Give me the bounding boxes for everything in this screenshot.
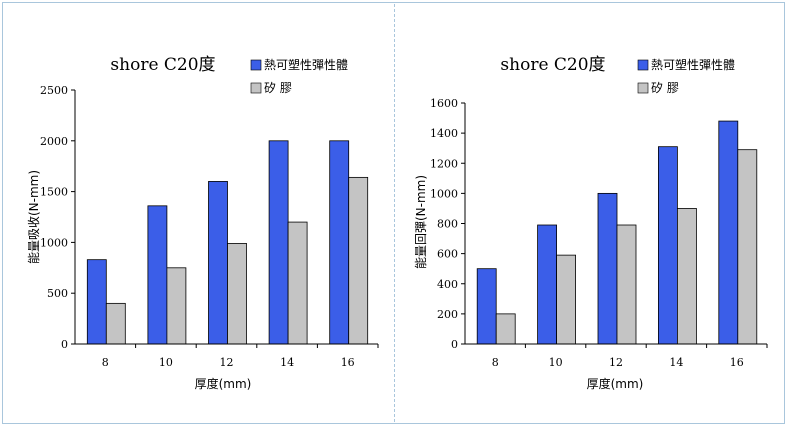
chart-2-bar-tpe-14: [658, 146, 678, 345]
chart-1-x-tick-label: 16: [341, 356, 355, 369]
chart-2-x-tick-label: 8: [492, 356, 499, 369]
chart-2-bar-silicone-12: [616, 224, 637, 345]
chart-2-y-ticks: 0 200 400 600 800 1000 1200 1400 1600: [430, 97, 465, 351]
chart-1-x-tick-label: 8: [102, 356, 109, 369]
chart-2: shore C20度 熱可塑性彈性體 矽 膠 能量回彈(N-mm) 厚度(mm)…: [414, 55, 768, 391]
chart-2-bar-tpe-12: [597, 192, 618, 345]
chart-1-bars: [86, 140, 369, 345]
chart-2-bars: [476, 120, 758, 345]
chart-1-x-axis-label: 厚度(mm): [195, 376, 252, 391]
chart-1-legend-swatch-silicone: [250, 82, 262, 94]
chart-2-y-tick-label: 800: [437, 218, 458, 231]
chart-2-x-tick-label: 14: [669, 356, 683, 369]
chart-1-bar-tpe-12: [208, 181, 228, 345]
chart-2-legend-swatch-tpe: [637, 59, 649, 71]
chart-1-legend-label-silicone: 矽 膠: [264, 80, 292, 95]
chart-2-bar-silicone-8: [495, 313, 516, 345]
chart-2-legend-label-silicone: 矽 膠: [651, 80, 679, 95]
chart-2-title: shore C20度: [500, 55, 605, 75]
chart-2-y-tick-label: 1600: [430, 97, 458, 110]
chart-1-legend-label-tpe: 熱可塑性彈性體: [264, 57, 348, 72]
chart-2-legend-swatch-silicone: [637, 82, 649, 94]
chart-2-x-axis-label: 厚度(mm): [587, 376, 644, 391]
chart-1-y-tick-label: 2500: [40, 84, 68, 97]
chart-1-x-tick-label: 10: [159, 356, 173, 369]
chart-2-bar-silicone-16: [737, 149, 758, 345]
chart-2-y-tick-label: 0: [451, 338, 458, 351]
chart-2-y-axis-label: 能量回彈(N-mm): [414, 175, 428, 269]
chart-2-x-tick-label: 10: [549, 356, 563, 369]
panel-divider: [394, 4, 395, 422]
chart-2-legend-label-tpe: 熱可塑性彈性體: [651, 57, 735, 72]
chart-1-y-tick-label: 1000: [40, 236, 68, 249]
chart-1-bar-tpe-14: [268, 140, 289, 345]
chart-1-bar-silicone-14: [287, 221, 308, 345]
chart-1-bar-silicone-10: [166, 267, 187, 345]
chart-2-bar-silicone-10: [556, 254, 576, 345]
chart-1-title: shore C20度: [110, 55, 215, 75]
chart-1-bar-tpe-16: [329, 140, 350, 345]
chart-1-y-tick-label: 1500: [40, 186, 68, 199]
chart-1-y-tick-label: 2000: [40, 135, 68, 148]
chart-1-x-ticks: 8 10 12 14 16: [102, 344, 379, 369]
chart-1-bar-tpe-8: [86, 259, 107, 345]
figure-frame: [2, 2, 785, 424]
chart-1-y-tick-label: 500: [47, 287, 68, 300]
chart-1-y-ticks: 0 500 1000 1500 2000 2500: [40, 84, 75, 351]
chart-2-y-tick-label: 1400: [430, 127, 458, 140]
chart-1-bar-silicone-12: [227, 243, 247, 345]
chart-2-y-tick-label: 1200: [430, 157, 458, 170]
chart-2-y-tick-label: 1000: [430, 187, 458, 200]
chart-1-legend: 熱可塑性彈性體 矽 膠: [250, 57, 348, 95]
chart-2-bar-tpe-8: [476, 268, 497, 345]
chart-1-legend-swatch-tpe: [250, 59, 262, 71]
chart-1-bar-silicone-16: [348, 176, 369, 345]
chart-1-x-tick-label: 14: [280, 356, 294, 369]
chart-2-y-tick-label: 600: [437, 248, 458, 261]
chart-2-bar-tpe-16: [718, 120, 739, 345]
chart-2-x-ticks: 8 10 12 14 16: [492, 344, 768, 369]
chart-2-x-tick-label: 16: [730, 356, 744, 369]
chart-1-y-tick-label: 0: [61, 338, 68, 351]
chart-2-bar-tpe-10: [537, 224, 557, 345]
chart-2-x-tick-label: 12: [609, 356, 623, 369]
chart-2-bar-silicone-14: [677, 208, 697, 345]
chart-1: shore C20度 熱可塑性彈性體 矽 膠 能量吸收(N-mm) 厚度(mm)…: [27, 55, 379, 391]
chart-1-bar-silicone-8: [105, 302, 126, 345]
chart-1-x-tick-label: 12: [220, 356, 234, 369]
chart-1-y-axis-label: 能量吸收(N-mm): [27, 170, 41, 264]
chart-2-legend: 熱可塑性彈性體 矽 膠: [637, 57, 735, 95]
chart-2-y-tick-label: 200: [437, 308, 458, 321]
chart-1-bar-tpe-10: [147, 205, 168, 345]
chart-2-y-tick-label: 400: [437, 278, 458, 291]
